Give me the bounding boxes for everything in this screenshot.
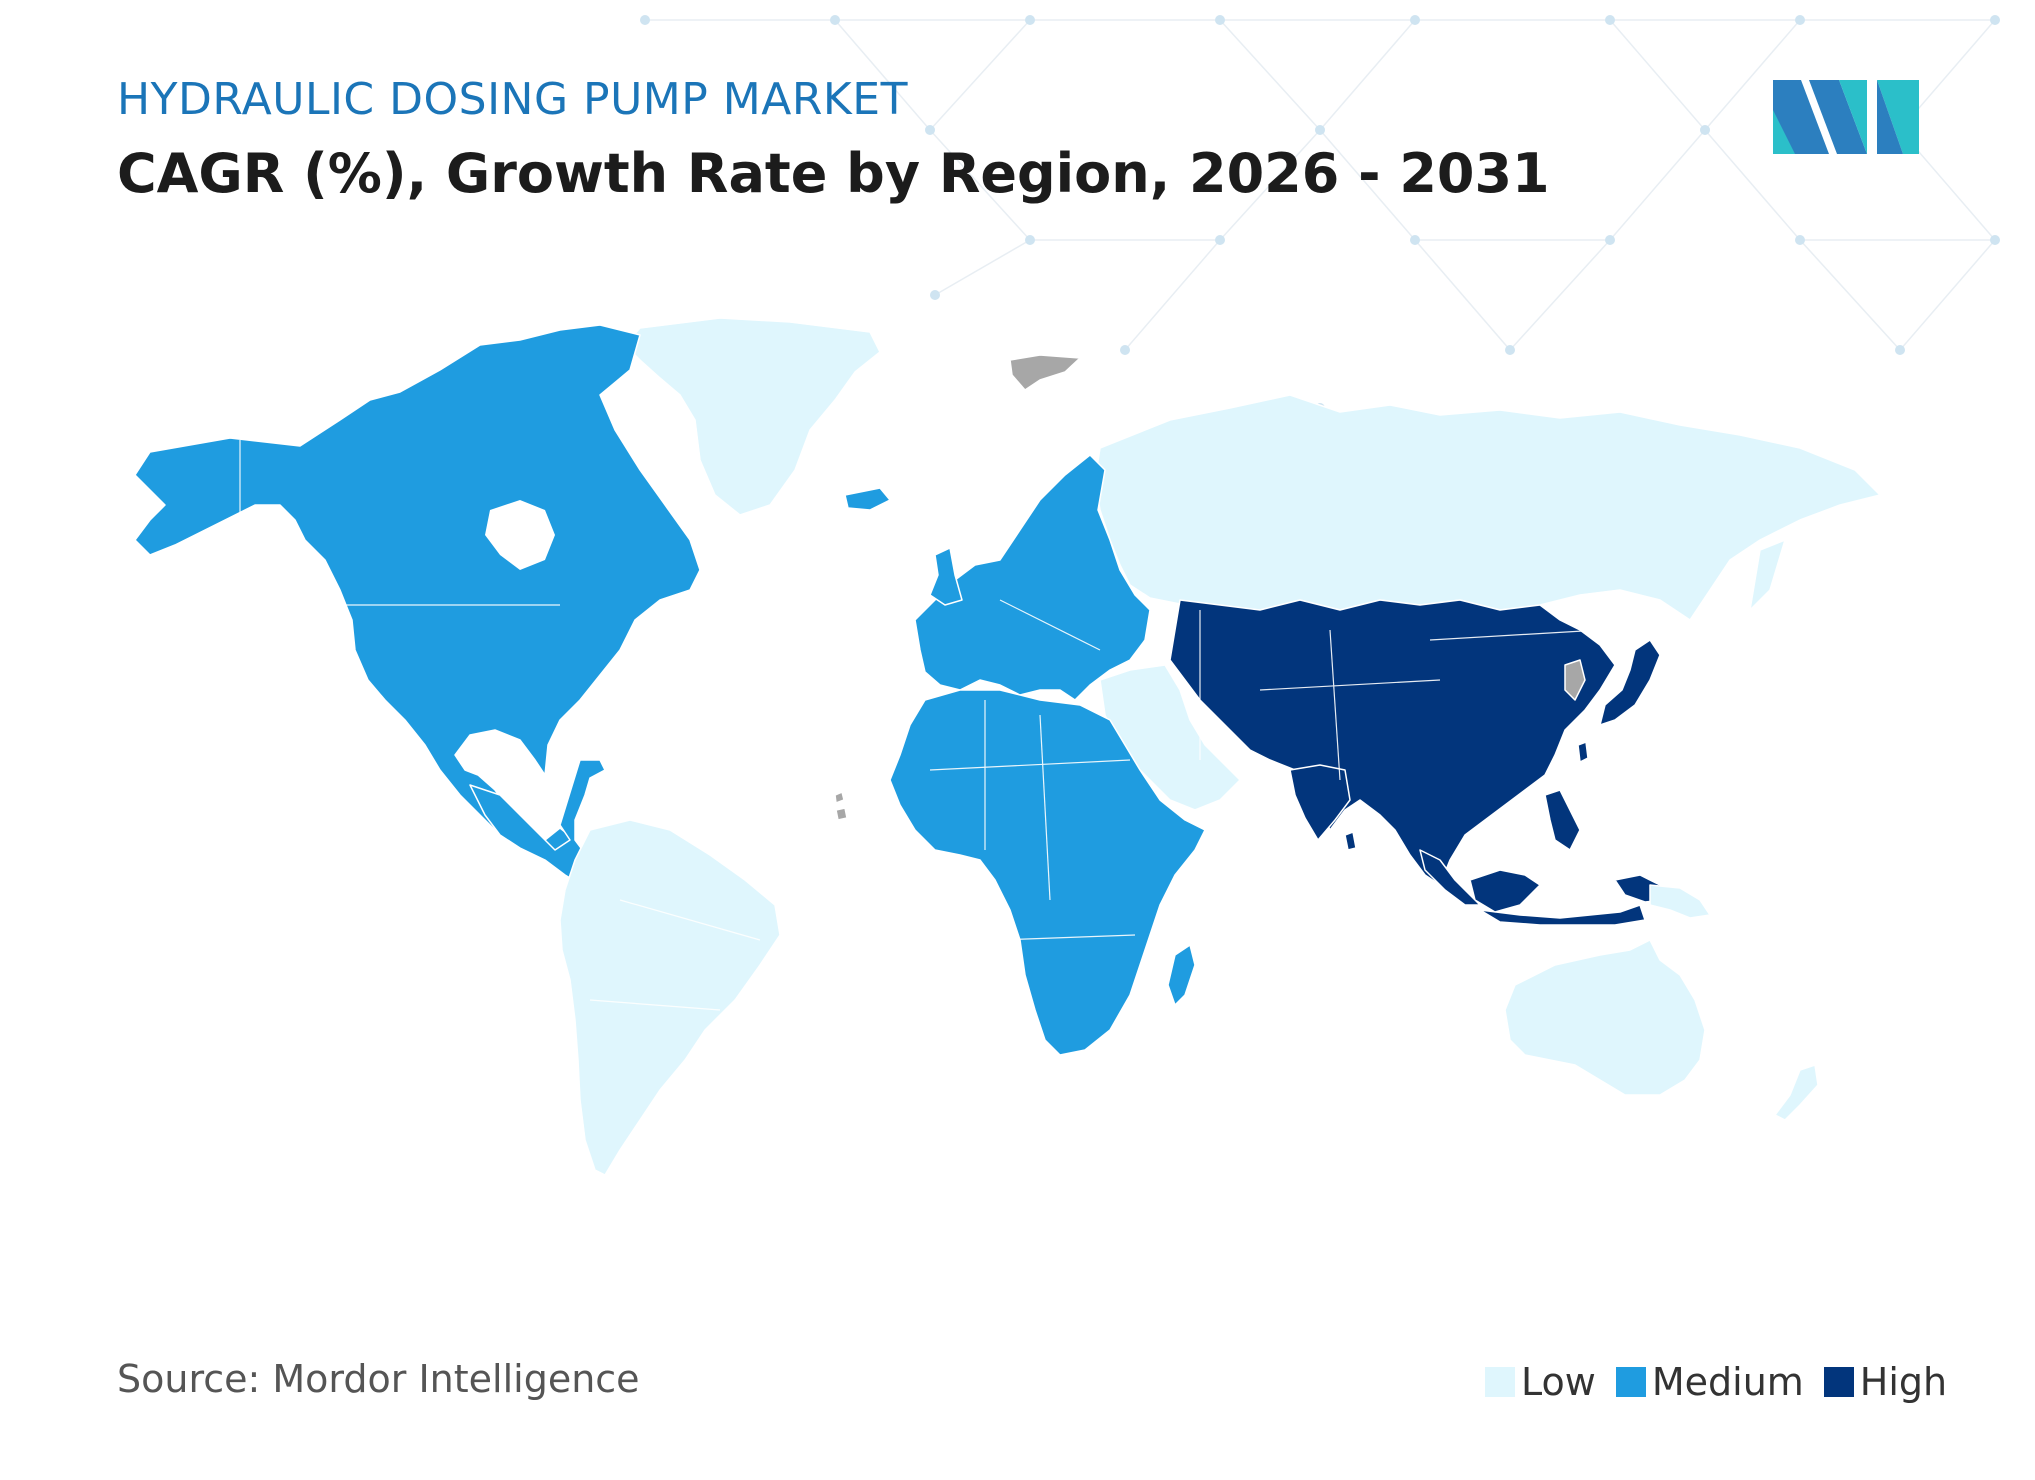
- legend-swatch-low: [1485, 1367, 1515, 1397]
- region-hudson-bay: [485, 500, 555, 570]
- legend-swatch-high: [1823, 1367, 1854, 1397]
- chart-title: CAGR (%), Growth Rate by Region, 2026 - …: [117, 142, 1550, 205]
- region-japan: [1599, 639, 1661, 726]
- source-note: Source: Mordor Intelligence: [117, 1357, 640, 1401]
- mordor-intelligence-logo-icon: [1773, 80, 1919, 154]
- legend-label-high: High: [1859, 1360, 1948, 1404]
- legend-swatch-medium: [1615, 1367, 1646, 1397]
- region-papua-new-guinea: [1649, 884, 1711, 919]
- region-north-america: [134, 324, 701, 856]
- legend-label-medium: Medium: [1651, 1360, 1804, 1404]
- legend-label-low: Low: [1521, 1360, 1596, 1404]
- region-uk: [929, 547, 963, 606]
- region-atlantic-islands: [834, 791, 848, 821]
- region-sri-lanka: [1344, 831, 1357, 851]
- legend-item-medium: Medium: [1615, 1360, 1804, 1404]
- region-india: [1289, 764, 1351, 841]
- region-russia: [1094, 394, 1881, 621]
- region-taiwan: [1577, 741, 1589, 763]
- region-south-america: [559, 819, 781, 1176]
- region-asia-pacific: [1169, 599, 1616, 886]
- region-philippines: [1544, 789, 1581, 851]
- region-kamchatka: [1749, 539, 1786, 611]
- region-korea: [1564, 659, 1586, 701]
- legend-item-low: Low: [1485, 1360, 1596, 1404]
- region-australia: [1504, 939, 1706, 1096]
- region-iceland: [844, 487, 891, 511]
- region-madagascar: [1167, 944, 1196, 1006]
- region-greenland: [624, 317, 881, 516]
- report-subtitle: HYDRAULIC DOSING PUMP MARKET: [117, 74, 908, 125]
- region-svalbard: [1009, 354, 1081, 391]
- region-indonesia: [1419, 849, 1666, 926]
- region-europe: [914, 454, 1151, 701]
- legend: Low Medium High: [1485, 1360, 1947, 1404]
- legend-item-high: High: [1823, 1360, 1948, 1404]
- region-new-zealand: [1774, 1064, 1819, 1121]
- region-africa: [889, 689, 1206, 1056]
